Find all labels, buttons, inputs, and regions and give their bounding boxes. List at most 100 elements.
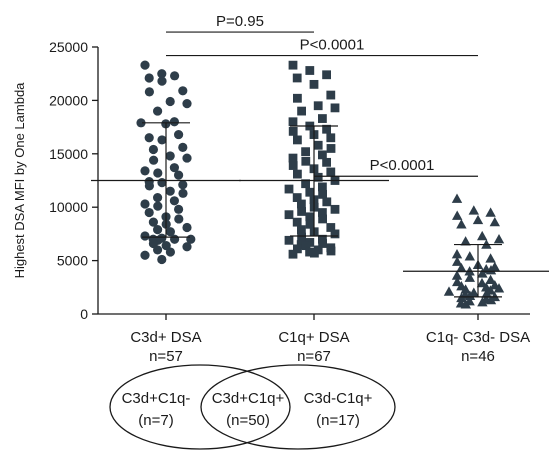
venn-right-ellipse bbox=[200, 364, 396, 450]
data-point-square bbox=[322, 124, 331, 134]
data-point-triangle bbox=[485, 294, 497, 305]
data-point-triangle bbox=[460, 236, 471, 246]
data-point-circle bbox=[178, 188, 188, 198]
data-point-square bbox=[326, 223, 336, 232]
data-point-square bbox=[326, 246, 336, 256]
p-value-label: P<0.0001 bbox=[300, 37, 365, 54]
data-point-square bbox=[288, 249, 298, 259]
data-point-square bbox=[284, 235, 294, 245]
data-point-square bbox=[305, 187, 315, 197]
category-n-label: n=46 bbox=[461, 348, 495, 365]
data-point-triangle bbox=[456, 262, 467, 273]
data-point-triangle bbox=[451, 270, 463, 280]
data-point-circle bbox=[174, 204, 184, 214]
data-point-circle bbox=[182, 222, 192, 233]
y-tick-label: 0 bbox=[80, 306, 88, 322]
data-point-triangle bbox=[464, 290, 476, 301]
data-point-triangle bbox=[485, 274, 496, 284]
venn-left-n: (n=7) bbox=[138, 412, 173, 429]
data-point-circle bbox=[149, 155, 159, 165]
data-point-square bbox=[318, 150, 327, 160]
data-point-triangle bbox=[443, 286, 455, 296]
data-point-circle bbox=[174, 129, 184, 140]
data-point-circle bbox=[148, 144, 158, 155]
venn-left-ellipse bbox=[109, 364, 291, 450]
data-point-square bbox=[313, 101, 323, 111]
venn-center-label: C3d+C1q+ bbox=[212, 390, 285, 407]
data-point-square bbox=[297, 225, 306, 235]
data-point-square bbox=[288, 126, 298, 136]
venn-right-n: (n=17) bbox=[316, 412, 360, 429]
data-point-circle bbox=[140, 60, 150, 70]
data-point-square bbox=[297, 207, 306, 216]
chart-axes: 0 5000 10000 15000 20000 25000 Highest DSA MFI… bbox=[12, 39, 530, 322]
data-point-square bbox=[293, 244, 302, 254]
mean-sd-bars bbox=[91, 122, 549, 298]
data-point-circle bbox=[144, 207, 154, 218]
data-point-square bbox=[297, 106, 306, 116]
data-point-square bbox=[318, 114, 327, 123]
data-point-square bbox=[330, 204, 340, 214]
data-point-square bbox=[318, 208, 327, 217]
data-point-square bbox=[313, 172, 323, 182]
data-point-square bbox=[318, 189, 327, 199]
data-point-triangle bbox=[489, 216, 500, 227]
y-tick-label: 25000 bbox=[49, 39, 88, 55]
category-label: C3d+ DSA bbox=[130, 329, 201, 346]
data-point-circle bbox=[153, 225, 163, 235]
data-point-circle bbox=[174, 170, 184, 180]
data-point-square bbox=[305, 212, 315, 222]
data-point-square bbox=[305, 219, 315, 229]
y-tick-label: 20000 bbox=[49, 92, 88, 108]
data-point-triangle bbox=[493, 234, 505, 244]
data-point-square bbox=[293, 135, 302, 145]
data-point-circle bbox=[169, 196, 179, 206]
data-point-circle bbox=[174, 214, 184, 224]
data-point-circle bbox=[165, 247, 175, 257]
data-point-triangle bbox=[451, 193, 463, 203]
p-value-label: P<0.0001 bbox=[370, 157, 435, 174]
venn-right-label: C3d-C1q+ bbox=[304, 390, 373, 407]
venn-center-n: (n=50) bbox=[226, 412, 270, 429]
data-point-circle bbox=[169, 163, 179, 173]
venn-left-label: C3d+C1q- bbox=[122, 390, 191, 407]
data-point-triangle bbox=[452, 256, 463, 266]
data-point-circle bbox=[165, 186, 175, 196]
data-point-circle bbox=[178, 86, 188, 96]
data-point-triangle bbox=[477, 268, 488, 278]
category-n-label: n=67 bbox=[297, 348, 331, 365]
data-point-square bbox=[318, 214, 327, 224]
data-point-circle bbox=[182, 242, 192, 252]
data-point-circle bbox=[157, 254, 167, 265]
data-point-square bbox=[292, 217, 302, 227]
data-point-circle bbox=[165, 151, 175, 161]
data-point-square bbox=[288, 60, 298, 70]
data-point-circle bbox=[153, 192, 163, 203]
comparison-brackets: P=0.95 P<0.0001 P<0.0001 bbox=[166, 13, 478, 177]
data-point-square bbox=[326, 144, 336, 153]
data-point-triangle bbox=[485, 253, 496, 263]
data-point-square bbox=[322, 197, 332, 207]
data-point-circle bbox=[182, 99, 192, 109]
data-point-square bbox=[301, 156, 311, 166]
data-point-circle bbox=[157, 76, 167, 86]
data-point-circle bbox=[178, 180, 188, 190]
data-point-triangle bbox=[452, 276, 463, 287]
data-point-square bbox=[297, 199, 306, 209]
data-point-triangle bbox=[460, 284, 471, 294]
data-point-square bbox=[326, 90, 336, 100]
data-point-square bbox=[297, 232, 306, 242]
data-point-circle bbox=[182, 153, 192, 163]
data-point-circle bbox=[157, 178, 167, 188]
data-point-triangle bbox=[460, 299, 471, 309]
p-value-label: P=0.95 bbox=[216, 13, 264, 30]
data-point-circle bbox=[144, 181, 154, 191]
data-point-circle bbox=[170, 234, 180, 244]
data-point-triangle bbox=[476, 277, 488, 288]
data-point-square bbox=[305, 66, 315, 75]
data-point-square bbox=[293, 93, 302, 103]
data-point-square bbox=[322, 157, 331, 167]
data-point-circle bbox=[148, 217, 158, 227]
data-point-circle bbox=[153, 201, 163, 211]
data-point-circle bbox=[140, 199, 150, 209]
